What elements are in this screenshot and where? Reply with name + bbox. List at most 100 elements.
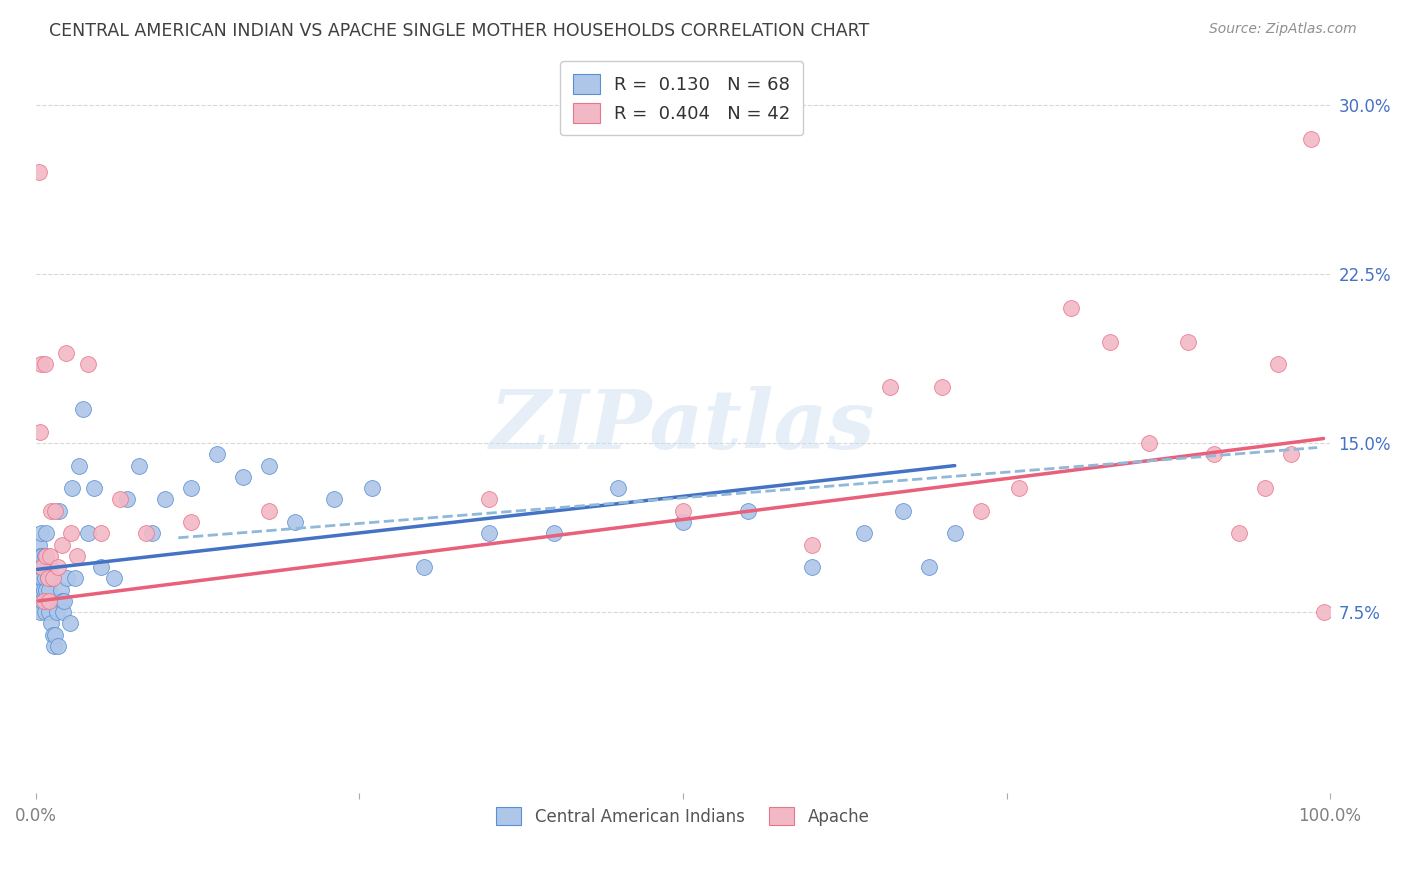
Point	[59, 526, 82, 541]
Point	[1177, 334, 1199, 349]
Point	[543, 526, 565, 541]
Point	[31, 594, 53, 608]
Point	[37, 571, 59, 585]
Point	[27, 594, 49, 608]
Point	[801, 560, 824, 574]
Point	[30, 357, 52, 371]
Point	[180, 481, 202, 495]
Point	[103, 571, 125, 585]
Point	[1299, 131, 1322, 145]
Point	[90, 560, 112, 574]
Point	[45, 605, 67, 619]
Point	[83, 481, 105, 495]
Point	[891, 504, 914, 518]
Point	[141, 526, 163, 541]
Point	[205, 447, 228, 461]
Point	[28, 549, 51, 563]
Point	[35, 526, 58, 541]
Point	[52, 605, 75, 619]
Point	[918, 560, 941, 574]
Point	[30, 582, 52, 597]
Point	[38, 582, 60, 597]
Point	[66, 549, 89, 563]
Point	[1060, 301, 1083, 315]
Point	[128, 458, 150, 473]
Point	[42, 639, 65, 653]
Point	[51, 594, 73, 608]
Point	[41, 504, 63, 518]
Point	[32, 582, 55, 597]
Point	[38, 605, 60, 619]
Point	[35, 582, 58, 597]
Point	[38, 594, 60, 608]
Point	[672, 515, 695, 529]
Point	[31, 560, 53, 574]
Point	[46, 560, 69, 574]
Point	[55, 346, 77, 360]
Point	[853, 526, 876, 541]
Text: ZIPatlas: ZIPatlas	[491, 386, 876, 467]
Point	[943, 526, 966, 541]
Point	[27, 165, 49, 179]
Point	[34, 357, 56, 371]
Point	[180, 515, 202, 529]
Point	[37, 594, 59, 608]
Point	[44, 628, 66, 642]
Point	[49, 582, 72, 597]
Point	[32, 560, 55, 574]
Point	[672, 504, 695, 518]
Point	[1267, 357, 1289, 371]
Point	[51, 537, 73, 551]
Point	[1137, 436, 1160, 450]
Point	[60, 481, 83, 495]
Point	[28, 605, 51, 619]
Point	[1008, 481, 1031, 495]
Point	[35, 549, 58, 563]
Point	[39, 549, 62, 563]
Point	[27, 537, 49, 551]
Point	[58, 616, 80, 631]
Point	[478, 526, 501, 541]
Point	[969, 504, 991, 518]
Point	[607, 481, 630, 495]
Point	[53, 594, 76, 608]
Point	[31, 571, 53, 585]
Point	[1312, 605, 1334, 619]
Point	[30, 526, 52, 541]
Point	[31, 549, 53, 563]
Point	[801, 537, 824, 551]
Point	[879, 379, 901, 393]
Point	[63, 571, 86, 585]
Point	[41, 616, 63, 631]
Point	[76, 357, 98, 371]
Point	[155, 492, 177, 507]
Point	[257, 504, 280, 518]
Point	[28, 425, 51, 439]
Point	[1099, 334, 1122, 349]
Point	[32, 594, 55, 608]
Point	[42, 571, 65, 585]
Point	[37, 571, 59, 585]
Point	[28, 571, 51, 585]
Point	[135, 526, 157, 541]
Point	[284, 515, 307, 529]
Legend: Central American Indians, Apache: Central American Indians, Apache	[486, 797, 880, 836]
Text: Source: ZipAtlas.com: Source: ZipAtlas.com	[1209, 22, 1357, 37]
Point	[108, 492, 131, 507]
Point	[30, 560, 52, 574]
Point	[413, 560, 436, 574]
Point	[322, 492, 344, 507]
Point	[361, 481, 384, 495]
Point	[44, 504, 66, 518]
Point	[737, 504, 759, 518]
Point	[1229, 526, 1251, 541]
Point	[115, 492, 138, 507]
Point	[34, 605, 56, 619]
Point	[90, 526, 112, 541]
Point	[34, 549, 56, 563]
Point	[39, 571, 62, 585]
Point	[48, 504, 70, 518]
Point	[34, 571, 56, 585]
Point	[56, 571, 79, 585]
Point	[25, 560, 48, 574]
